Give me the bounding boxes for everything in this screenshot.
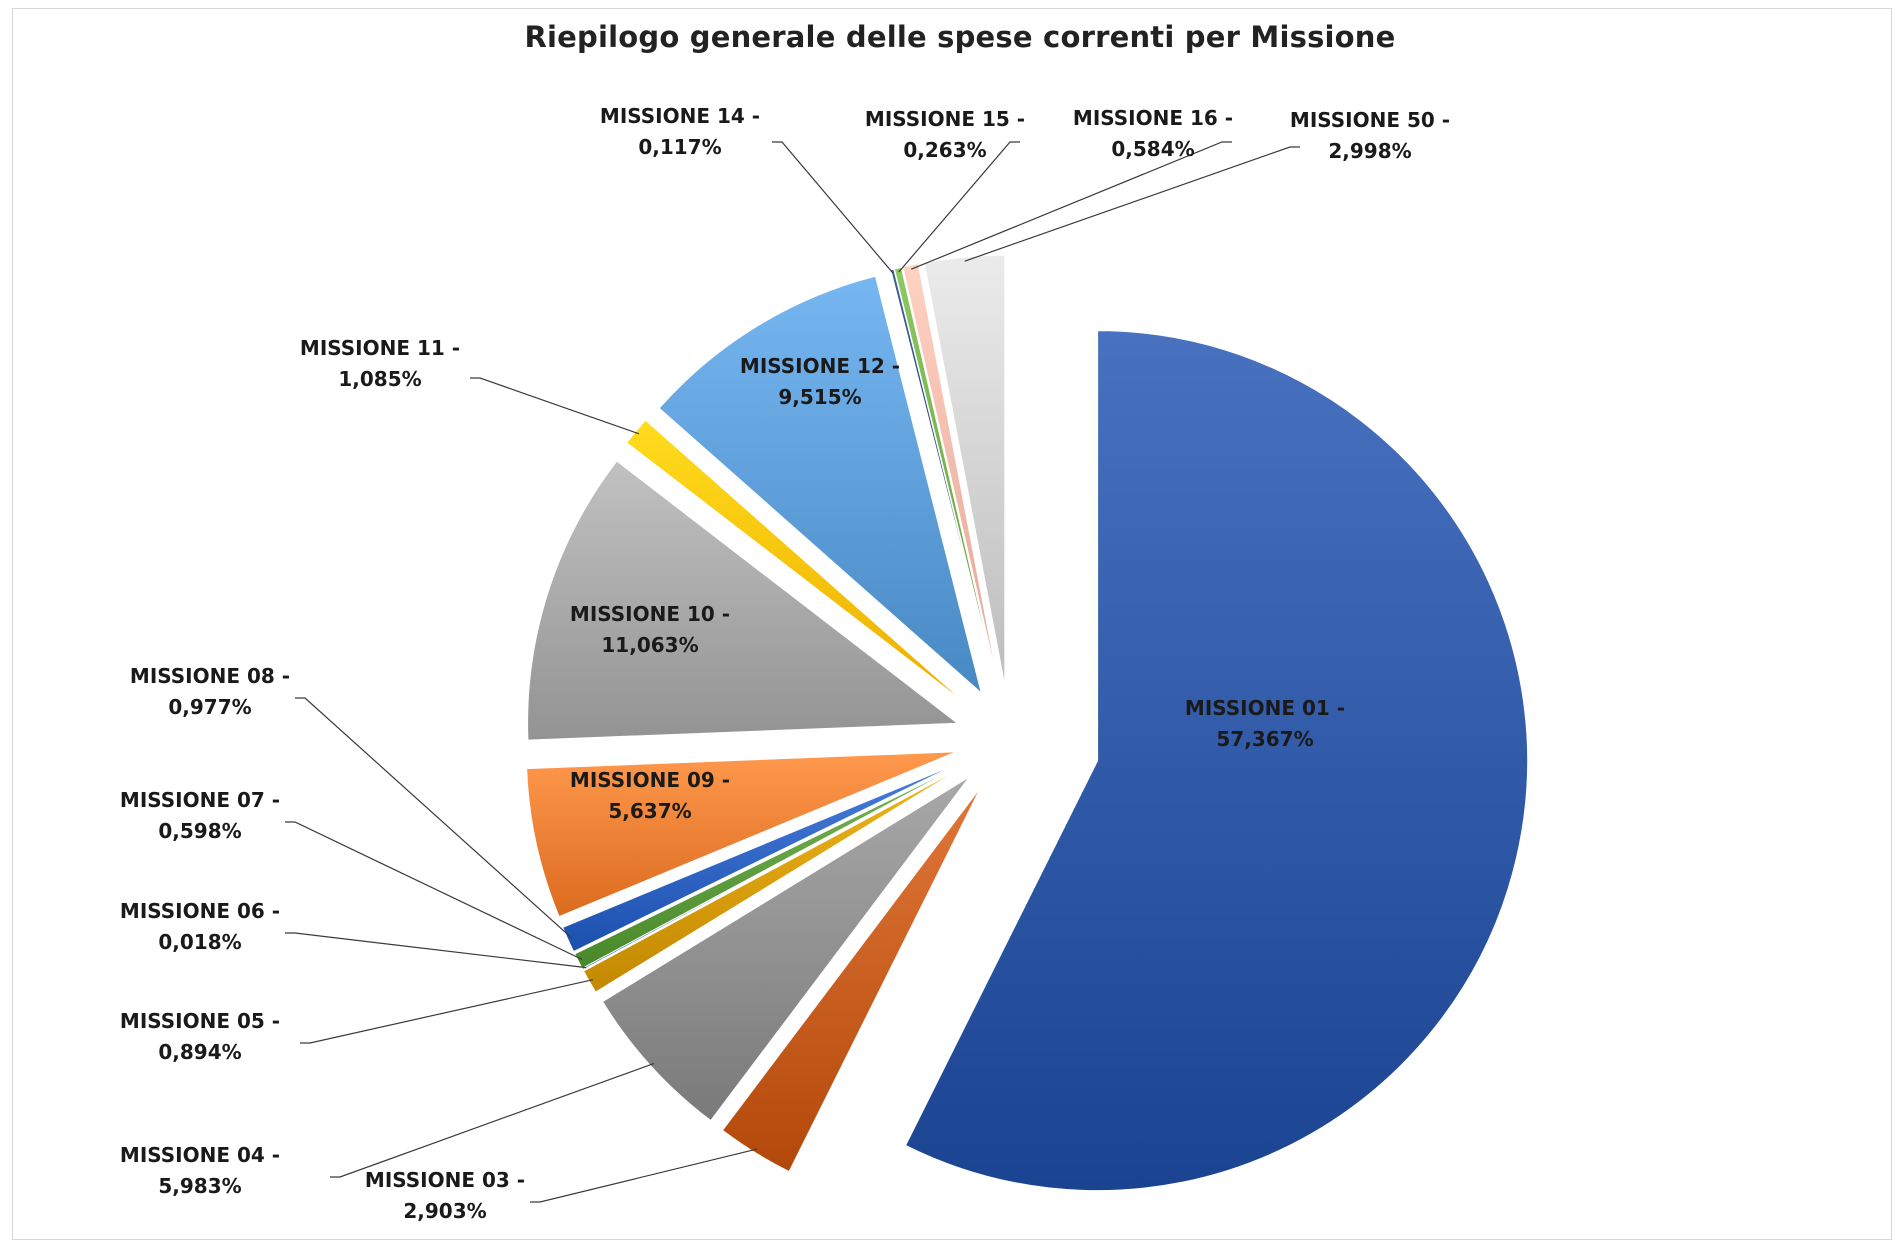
data-label-value: 0,584% — [1111, 137, 1194, 161]
leader-line-missione-16 — [911, 141, 1232, 270]
leader-line-missione-14 — [772, 141, 894, 274]
leader-line-missione-50 — [964, 146, 1300, 262]
data-label-missione-06: MISSIONE 06 - 0,018% — [120, 899, 280, 954]
data-label-name: MISSIONE 14 - — [600, 104, 760, 128]
leader-lines-layer — [285, 141, 1300, 1203]
data-label-name: MISSIONE 01 - — [1185, 696, 1345, 720]
data-label-missione-10: MISSIONE 10 - 11,063% — [570, 602, 730, 657]
data-label-name: MISSIONE 50 - — [1290, 108, 1450, 132]
data-label-value: 9,515% — [778, 385, 861, 409]
leader-line-missione-07 — [285, 821, 583, 960]
data-label-value: 0,117% — [638, 135, 721, 159]
data-label-value: 2,998% — [1328, 139, 1411, 163]
data-label-missione-08: MISSIONE 08 - 0,977% — [130, 664, 290, 719]
leader-line-missione-08 — [295, 697, 573, 939]
chart-title: Riepilogo generale delle spese correnti … — [524, 20, 1396, 54]
leader-line-missione-04 — [330, 1062, 655, 1178]
data-label-name: MISSIONE 10 - — [570, 602, 730, 626]
pie-slice-missione-01 — [904, 330, 1529, 1192]
data-label-value: 0,977% — [168, 695, 251, 719]
data-label-value: 5,637% — [608, 799, 691, 823]
leader-line-missione-15 — [898, 141, 1020, 273]
pie-slice-missione-10 — [527, 460, 959, 741]
pie-slice-missione-09 — [526, 751, 957, 918]
data-label-name: MISSIONE 05 - — [120, 1009, 280, 1033]
data-label-name: MISSIONE 06 - — [120, 899, 280, 923]
pie-slice-missione-08 — [562, 762, 961, 953]
data-label-missione-03: MISSIONE 03 - 2,903% — [365, 1168, 525, 1223]
pie-slice-missione-11 — [626, 419, 968, 706]
data-label-missione-07: MISSIONE 07 - 0,598% — [120, 788, 280, 843]
data-label-value: 57,367% — [1216, 727, 1313, 751]
pie-slice-missione-07 — [574, 764, 962, 970]
data-label-value: 0,263% — [903, 138, 986, 162]
data-label-missione-09: MISSIONE 09 - 5,637% — [570, 768, 730, 823]
slices-layer — [526, 254, 1529, 1192]
pie-slice-missione-12 — [658, 275, 983, 695]
data-label-value: 0,018% — [158, 930, 241, 954]
data-label-missione-14: MISSIONE 14 - 0,117% — [600, 104, 760, 159]
data-label-missione-01: MISSIONE 01 - 57,367% — [1185, 696, 1345, 751]
data-label-name: MISSIONE 03 - — [365, 1168, 525, 1192]
data-label-name: MISSIONE 07 - — [120, 788, 280, 812]
data-label-missione-04: MISSIONE 04 - 5,983% — [120, 1143, 280, 1198]
leader-line-missione-06 — [285, 932, 587, 969]
pie-slice-missione-50 — [923, 254, 1006, 686]
data-label-value: 0,598% — [158, 819, 241, 843]
pie-slice-missione-04 — [601, 776, 970, 1122]
leader-line-missione-03 — [530, 1148, 758, 1203]
data-label-name: MISSIONE 11 - — [300, 336, 460, 360]
pie-slice-missione-15 — [893, 266, 998, 687]
data-label-name: MISSIONE 15 - — [865, 107, 1025, 131]
data-label-name: MISSIONE 09 - — [570, 768, 730, 792]
data-label-name: MISSIONE 12 - — [740, 354, 900, 378]
leader-line-missione-11 — [470, 377, 640, 435]
data-label-missione-50: MISSIONE 50 - 2,998% — [1290, 108, 1450, 163]
pie-slice-missione-03 — [721, 786, 982, 1173]
data-label-value: 5,983% — [158, 1174, 241, 1198]
data-label-name: MISSIONE 04 - — [120, 1143, 280, 1167]
data-label-name: MISSIONE 08 - — [130, 664, 290, 688]
pie-slice-missione-05 — [582, 766, 963, 993]
data-label-missione-15: MISSIONE 15 - 0,263% — [865, 107, 1025, 162]
data-label-missione-11: MISSIONE 11 - 1,085% — [300, 336, 460, 391]
data-label-missione-12: MISSIONE 12 - 9,515% — [740, 354, 900, 409]
data-label-value: 11,063% — [601, 633, 698, 657]
labels-layer: MISSIONE 01 -57,367%MISSIONE 03 -2,903%M… — [120, 104, 1450, 1223]
data-label-value: 2,903% — [403, 1199, 486, 1223]
data-label-name: MISSIONE 16 - — [1073, 106, 1233, 130]
data-label-value: 1,085% — [338, 367, 421, 391]
data-label-missione-05: MISSIONE 05 - 0,894% — [120, 1009, 280, 1064]
data-label-missione-16: MISSIONE 16 - 0,584% — [1073, 106, 1233, 161]
data-label-value: 0,894% — [158, 1040, 241, 1064]
leader-line-missione-05 — [300, 979, 594, 1044]
